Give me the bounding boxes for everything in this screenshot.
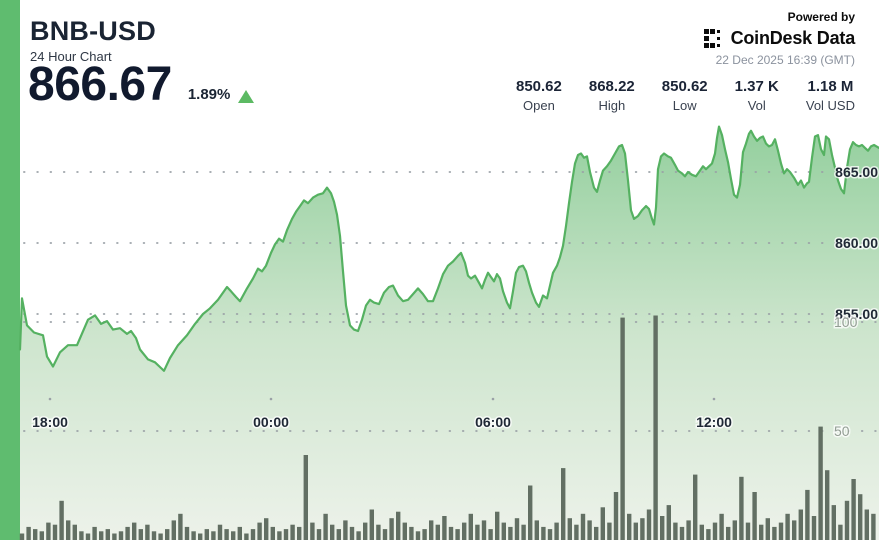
svg-text:860.00: 860.00 bbox=[835, 235, 878, 251]
stat-open: 850.62 Open bbox=[516, 78, 562, 113]
svg-text:50: 50 bbox=[834, 423, 850, 439]
chart-subtitle: 24 Hour Chart bbox=[30, 49, 112, 65]
stat-value: 850.62 bbox=[661, 78, 708, 95]
coindesk-brand-name: CoinDesk Data bbox=[730, 28, 856, 48]
stat-label: High bbox=[598, 98, 626, 113]
stat-label: Vol bbox=[747, 98, 766, 113]
svg-text:100: 100 bbox=[834, 314, 858, 330]
ohlc-stats: 850.62 Open 868.22 High 850.62 Low 1.37 K Vol 1.… bbox=[516, 78, 855, 113]
stat-low: 850.62 Low bbox=[662, 78, 708, 113]
stat-value: 868.22 bbox=[588, 78, 635, 95]
price-line-series bbox=[18, 125, 879, 372]
stat-label: Open bbox=[523, 98, 555, 113]
symbol-title: BNB-USD bbox=[30, 16, 156, 46]
price-row: 866.67 1.89% bbox=[28, 58, 255, 111]
stat-vol: 1.37 K Vol bbox=[735, 78, 779, 113]
svg-text:18:00: 18:00 bbox=[32, 414, 68, 430]
powered-by-label: Powered by bbox=[787, 10, 855, 24]
svg-text:06:00: 06:00 bbox=[475, 414, 511, 430]
stat-high: 868.22 High bbox=[589, 78, 635, 113]
stat-value: 1.18 M bbox=[807, 78, 854, 95]
up-arrow-icon bbox=[238, 90, 255, 104]
stat-label: Vol USD bbox=[805, 98, 855, 113]
coindesk-data-logo[interactable]: CoinDesk Data bbox=[703, 28, 856, 49]
powered-by-block: Powered by CoinDesk Data 22 Dec 2025 16:… bbox=[703, 10, 856, 67]
stat-value: 850.62 bbox=[515, 78, 562, 95]
change-percent: 1.89% bbox=[187, 86, 231, 104]
grid-lines bbox=[23, 171, 878, 432]
price-area-series bbox=[20, 126, 879, 540]
svg-text:12:00: 12:00 bbox=[696, 414, 732, 430]
quote-timestamp: 22 Dec 2025 16:39 (GMT) bbox=[715, 53, 855, 67]
svg-text:855.00: 855.00 bbox=[835, 306, 878, 322]
last-price: 866.67 bbox=[28, 58, 172, 111]
stat-label: Low bbox=[672, 98, 697, 113]
header: BNB-USD 24 Hour Chart bbox=[30, 16, 156, 64]
left-accent-stripe bbox=[0, 0, 20, 540]
volume-bars bbox=[19, 315, 876, 540]
stat-vol-usd: 1.18 M Vol USD bbox=[806, 78, 855, 113]
stat-value: 1.37 K bbox=[734, 78, 779, 95]
svg-text:00:00: 00:00 bbox=[253, 414, 289, 430]
svg-text:865.00: 865.00 bbox=[835, 164, 878, 180]
coindesk-logo-icon bbox=[703, 29, 720, 48]
